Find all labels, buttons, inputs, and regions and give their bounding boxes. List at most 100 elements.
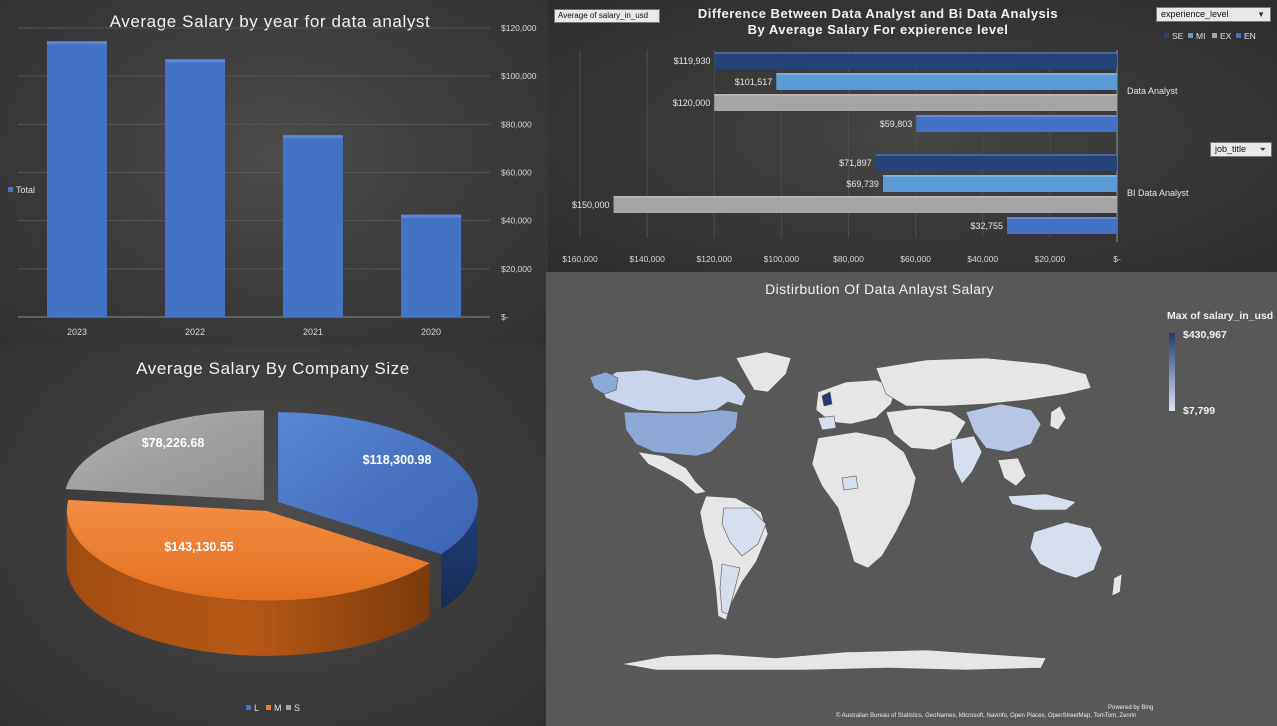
hbar-data-label: $150,000 <box>572 200 610 210</box>
powered-by-bing: Powered by Bing <box>1108 705 1154 711</box>
experience-level-filter[interactable]: experience_level ▼ <box>1156 7 1271 22</box>
pie-legend-swatch-S <box>286 705 291 710</box>
pie-legend-swatch-M <box>266 705 271 710</box>
map-legend-gradient <box>1169 333 1175 411</box>
map-region-india[interactable] <box>950 435 983 485</box>
hbar-x-tick-label: $140,000 <box>629 254 665 264</box>
map-region-europe[interactable] <box>815 379 897 425</box>
hbar-highlight <box>1007 217 1117 219</box>
bar-chart-svg: Total $- $20,000 $40,000 $60,000 $80,000 $100… <box>8 23 537 337</box>
hbar-category-label: Data Analyst <box>1127 86 1178 96</box>
map-region-japan[interactable] <box>1049 405 1067 431</box>
pie-slice-L[interactable] <box>277 411 479 555</box>
hbar-chart-panel: Average of salary_in_usd Difference Betw… <box>548 0 1277 272</box>
bar-2020[interactable] <box>401 214 461 317</box>
hbar-data-label: $69,739 <box>846 179 879 189</box>
hbar-highlight <box>714 94 1117 96</box>
hbar-highlight <box>882 175 1117 177</box>
bar-top-highlight <box>283 135 343 139</box>
bar-y-tick-label: $20,000 <box>501 264 532 274</box>
pie-chart-svg: $118,300.98 $143,130.55 $78,226.68 L M S <box>65 410 479 713</box>
job-title-filter-label: job_title <box>1215 144 1247 154</box>
map-region-china[interactable] <box>965 403 1042 453</box>
hbar-legend-label-SE: SE <box>1172 31 1184 41</box>
chevron-down-icon: ▼ <box>1257 10 1265 19</box>
pie-legend-label-M: M <box>274 703 282 713</box>
map-legend-title: Max of salary_in_usd <box>1167 310 1274 322</box>
hbar-x-tick-label: $160,000 <box>562 254 598 264</box>
hbar-EX-1[interactable] <box>613 196 1117 213</box>
map-region-greenland[interactable] <box>735 351 792 393</box>
experience-level-filter-label: experience_level <box>1161 9 1229 19</box>
map-region-new-zealand[interactable] <box>1111 573 1123 597</box>
map-panel: Distirbution Of Data Anlayst Salary Max … <box>546 272 1277 726</box>
map-region-africa[interactable] <box>811 431 917 569</box>
hbar-SE-1[interactable] <box>875 154 1117 171</box>
hbar-EN-0[interactable] <box>916 115 1117 132</box>
hbar-data-label: $101,517 <box>735 77 773 87</box>
bar-x-tick-label: 2020 <box>421 327 441 337</box>
hbar-highlight <box>613 196 1117 198</box>
legend-swatch-total <box>8 187 13 192</box>
hbar-legend-label-MI: MI <box>1196 31 1205 41</box>
bar-2021[interactable] <box>283 135 343 317</box>
map-region-argentina[interactable] <box>719 563 741 615</box>
hbar-data-label: $119,930 <box>674 56 711 66</box>
map-region-mexico[interactable] <box>637 451 707 495</box>
map-region-australia[interactable] <box>1029 521 1103 579</box>
hbar-category-label: BI Data Analyst <box>1127 188 1189 198</box>
hbar-x-tick-label: $100,000 <box>764 254 800 264</box>
map-region-indonesia[interactable] <box>1007 493 1077 511</box>
hbar-EN-1[interactable] <box>1007 217 1117 234</box>
bar-top-highlight <box>47 41 107 45</box>
hbar-x-tick-label: $20,000 <box>1035 254 1066 264</box>
hbar-MI-0[interactable] <box>776 73 1117 90</box>
bar-x-tick-label: 2021 <box>303 327 323 337</box>
hbar-legend-label-EN: EN <box>1244 31 1256 41</box>
pie-legend-label-S: S <box>294 703 300 713</box>
hbar-highlight <box>776 73 1117 75</box>
hbar-legend-swatch-EX <box>1212 33 1217 38</box>
bar-y-tick-label: $100,000 <box>501 71 537 81</box>
hbar-legend-swatch-EN <box>1236 33 1241 38</box>
hbar-data-label: $71,897 <box>839 158 872 168</box>
hbar-data-label: $120,000 <box>673 98 711 108</box>
hbar-data-label: $32,755 <box>971 221 1004 231</box>
bar-x-tick-label: 2023 <box>67 327 87 337</box>
map-region-canada[interactable] <box>597 369 747 413</box>
pie-chart-title: Average Salary By Company Size <box>136 359 410 378</box>
map-region-uk[interactable] <box>821 391 833 407</box>
hbar-highlight <box>875 154 1117 156</box>
hbar-SE-0[interactable] <box>714 52 1117 69</box>
legend-label-total: Total <box>16 185 35 195</box>
map-region-alaska[interactable] <box>589 371 619 395</box>
map-region-usa[interactable] <box>623 409 739 457</box>
job-title-filter[interactable]: job_title ⏷ <box>1210 142 1272 157</box>
pie-slice-M[interactable] <box>66 499 431 602</box>
pie-slice-S[interactable] <box>65 410 265 501</box>
map-region-russia[interactable] <box>875 357 1092 407</box>
hbar-data-label: $59,803 <box>880 119 913 129</box>
value-field-button[interactable]: Average of salary_in_usd <box>554 9 660 23</box>
hbar-legend-swatch-MI <box>1188 33 1193 38</box>
hbar-chart-title-1: Difference Between Data Analyst and Bi D… <box>697 6 1059 21</box>
bar-2023[interactable] <box>47 41 107 317</box>
world-map[interactable] <box>546 272 1277 726</box>
map-region-se-asia[interactable] <box>997 457 1027 487</box>
map-region-brazil[interactable] <box>721 507 767 557</box>
pie-side-L <box>441 502 478 610</box>
bar-chart-panel: Average Salary by year for data analyst … <box>0 0 548 345</box>
pie-legend-label-L: L <box>254 703 259 713</box>
bar-y-tick-label: $- <box>501 312 509 322</box>
hbar-EX-0[interactable] <box>714 94 1117 111</box>
map-region-spain[interactable] <box>817 415 837 431</box>
pie-legend-swatch-L <box>246 705 251 710</box>
bar-top-highlight <box>401 214 461 218</box>
pie-data-label-L: $118,300.98 <box>363 453 432 467</box>
bar-2022[interactable] <box>165 59 225 317</box>
map-legend-max: $430,967 <box>1183 329 1227 341</box>
map-title: Distirbution Of Data Anlayst Salary <box>765 281 994 297</box>
hbar-MI-1[interactable] <box>882 175 1117 192</box>
map-region-antarctica[interactable] <box>621 649 1047 671</box>
map-region-nigeria[interactable] <box>841 475 859 491</box>
